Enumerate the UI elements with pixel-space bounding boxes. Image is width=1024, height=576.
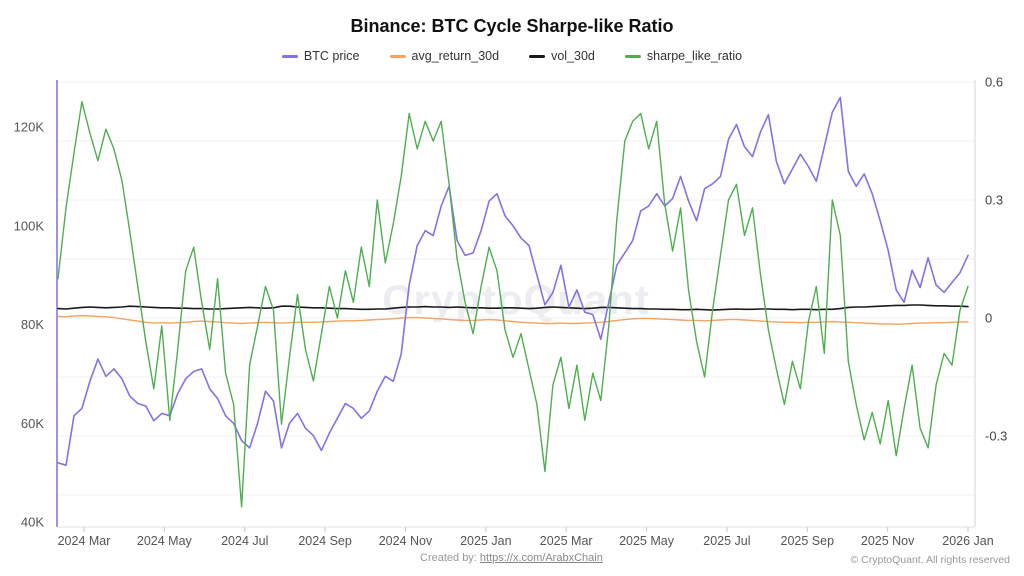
left-axis-tick-label: 60K (21, 416, 44, 431)
x-tick-label: 2026 Jan (942, 534, 993, 548)
x-tick-label: 2024 Mar (58, 534, 111, 548)
author-link[interactable]: https://x.com/ArabxChain (479, 552, 603, 564)
btc-price-swatch-icon (281, 54, 298, 58)
x-tick-label: 2025 Nov (861, 534, 915, 548)
legend-label-btc-price: BTC price (303, 49, 360, 63)
x-tick-label: 2024 Jul (221, 534, 268, 548)
x-tick-label: 2025 Jul (703, 534, 750, 548)
x-tick-label: 2025 May (619, 534, 675, 548)
legend-label-vol-30d: vol_30d (551, 49, 595, 63)
data-series (57, 96, 969, 508)
right-axis-tick-label: 0 (985, 311, 992, 326)
right-axis-tick-label: 0.6 (985, 75, 1003, 90)
axis-tick-labels: 2024 Mar 2024 May 2024 Jul 2024 Sep 2024 Nov… (14, 75, 1008, 548)
legend-item-sharpe-like-ratio[interactable]: sharpe_like_ratio (624, 49, 743, 63)
sharpe-swatch-icon (624, 54, 641, 58)
right-axis-tick-label: 0.3 (985, 193, 1003, 208)
x-tick-label: 2024 Nov (379, 534, 433, 548)
left-axis-tick-label: 120K (14, 120, 45, 135)
vol-swatch-icon (529, 54, 546, 58)
legend-item-avg-return-30d[interactable]: avg_return_30d (389, 49, 500, 63)
axes (56, 80, 976, 532)
avg-return-swatch-icon (389, 54, 406, 58)
left-axis-tick-label: 40K (21, 515, 44, 530)
legend-item-vol-30d[interactable]: vol_30d (529, 49, 595, 63)
vol-30d-line (57, 304, 969, 311)
legend-item-btc-price[interactable]: BTC price (281, 49, 360, 63)
x-tick-label: 2025 Sep (781, 534, 835, 548)
btc-price-line (57, 96, 969, 467)
avg-return-30d-line (57, 314, 969, 325)
x-tick-label: 2024 May (137, 534, 193, 548)
left-axis-tick-label: 80K (21, 317, 44, 332)
x-tick-label: 2025 Mar (540, 534, 593, 548)
copyright-text: © CryptoQuant. All rights reserved (850, 554, 1010, 566)
page-title: Binance: BTC Cycle Sharpe-like Ratio (350, 16, 674, 36)
x-tick-label: 2024 Sep (298, 534, 352, 548)
legend-label-sharpe-like-ratio: sharpe_like_ratio (646, 49, 743, 63)
grid-lines (57, 81, 975, 496)
sharpe-like-ratio-line (57, 100, 969, 508)
chart-legend: BTC price avg_return_30d vol_30d sharpe_… (0, 49, 1024, 63)
legend-label-avg-return-30d: avg_return_30d (411, 49, 500, 63)
x-tick-label: 2025 Jan (460, 534, 511, 548)
right-axis-tick-label: -0.3 (985, 428, 1007, 443)
left-axis-tick-label: 100K (14, 218, 45, 233)
created-by-text: Created by: https://x.com/ArabxChain (420, 552, 603, 564)
cryptoquant-watermark: CryptoQuant (382, 276, 650, 323)
